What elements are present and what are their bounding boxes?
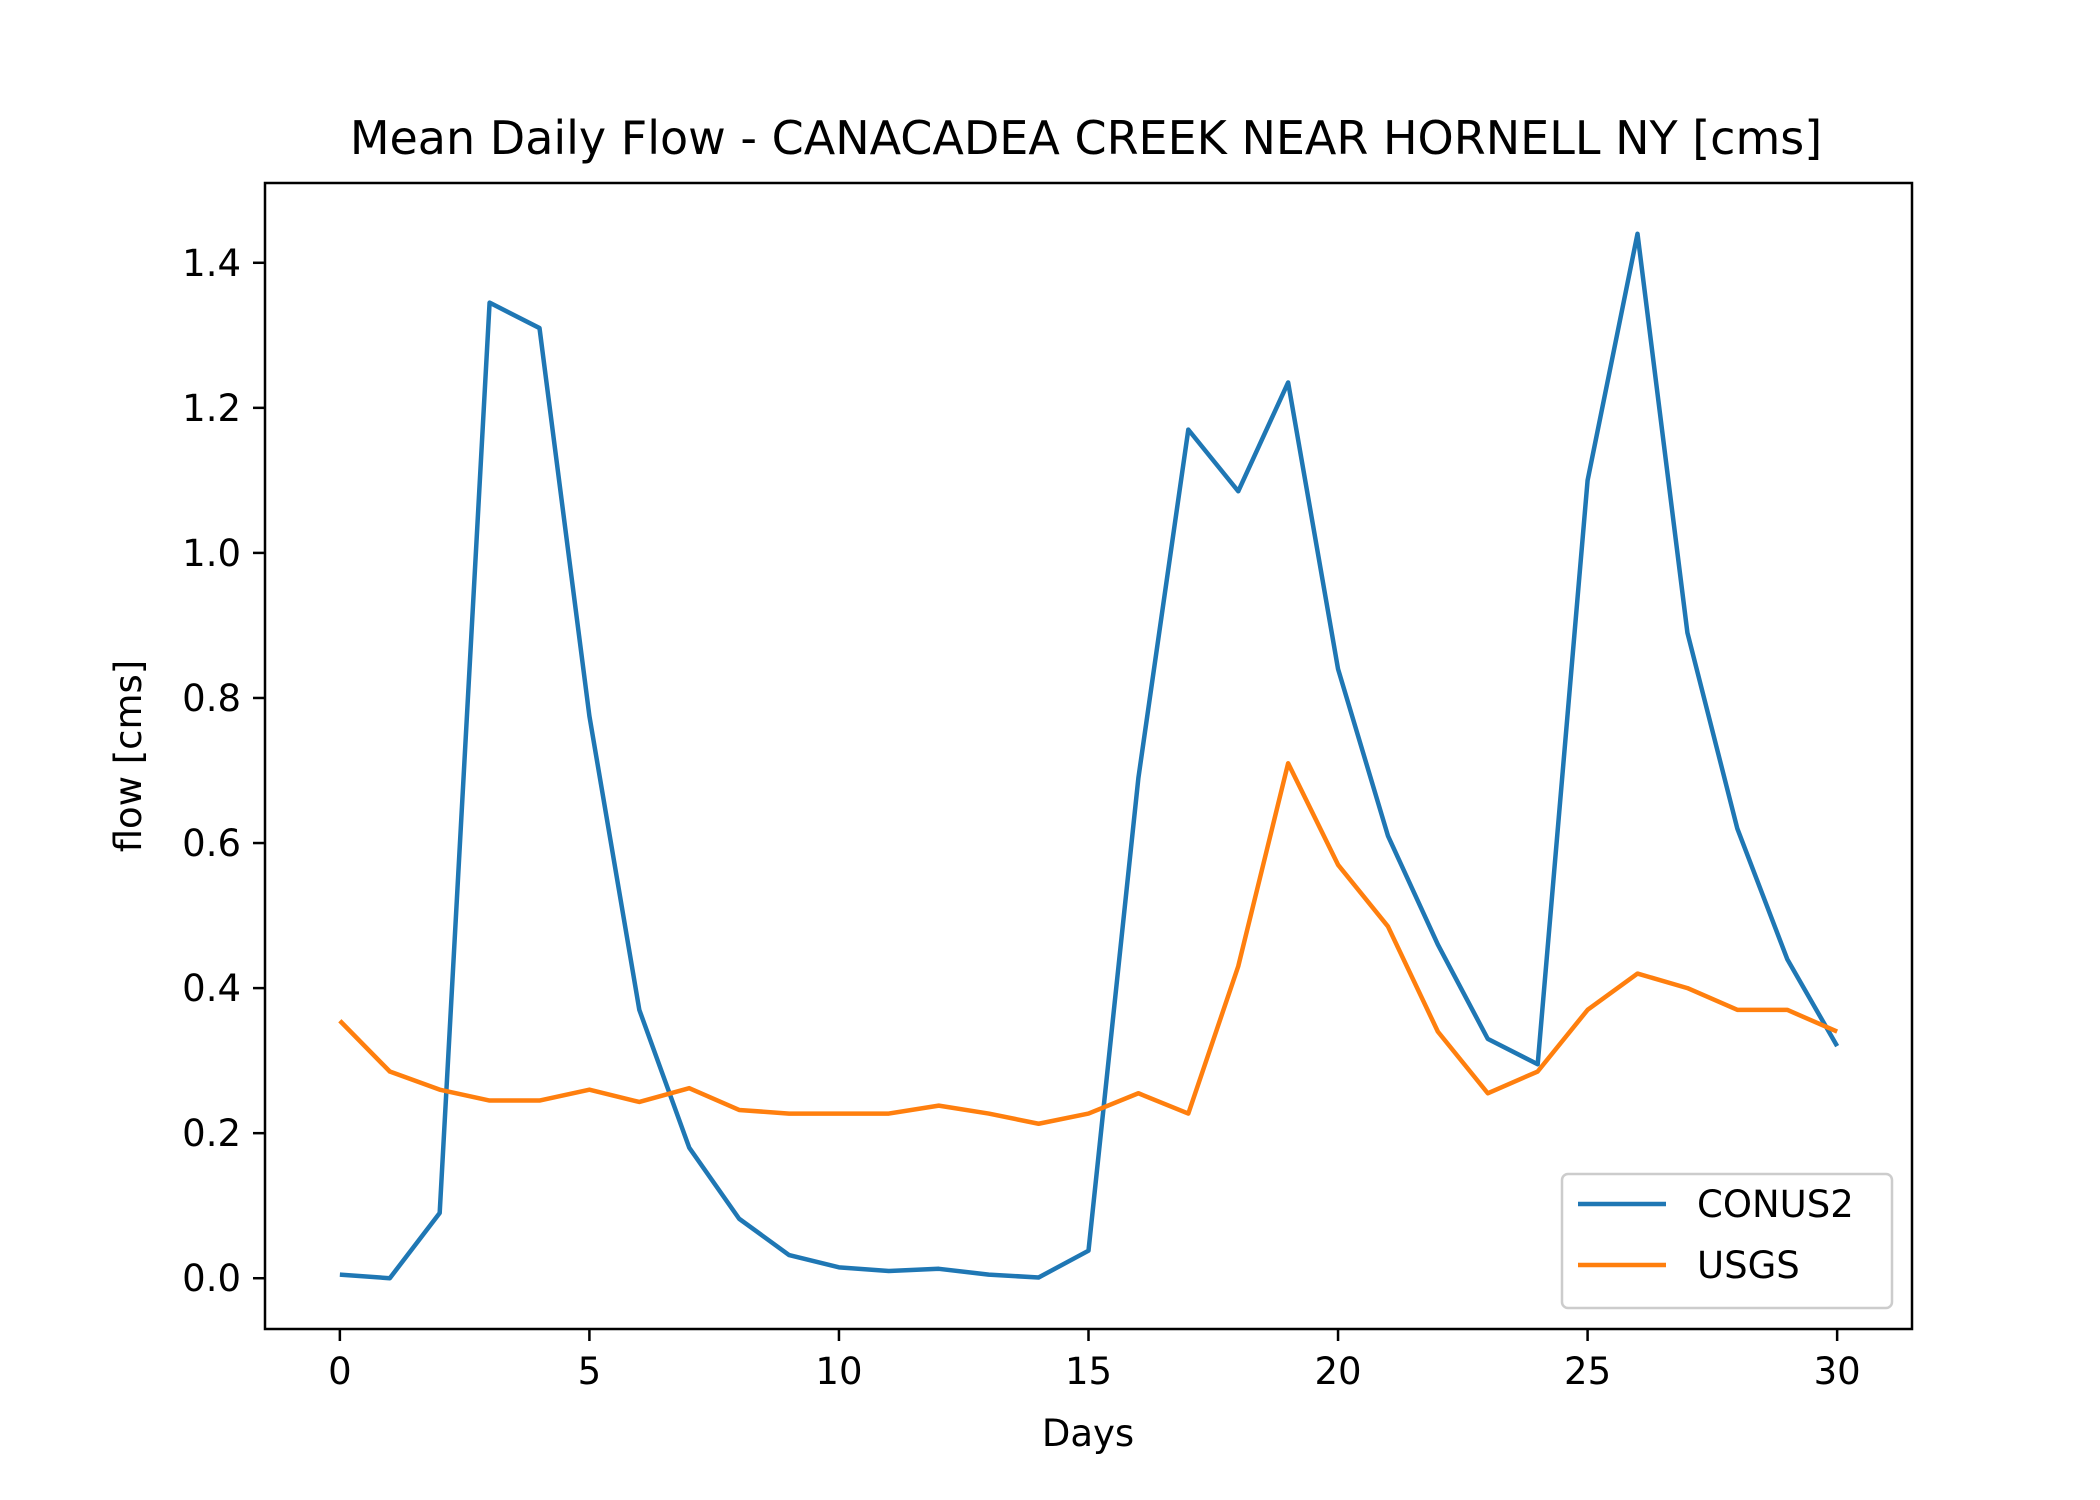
y-tick-label: 1.4: [182, 242, 241, 285]
y-tick-label: 0.2: [182, 1112, 241, 1155]
y-tick-label: 1.2: [182, 387, 241, 430]
legend: CONUS2 USGS: [1560, 1172, 1894, 1310]
series-line-usgs: [338, 761, 1839, 1126]
legend-label-conus2: CONUS2: [1697, 1183, 1854, 1226]
y-tick-label: 1.0: [182, 532, 241, 575]
x-tick-label: 15: [1065, 1350, 1112, 1393]
y-axis-label: flow [cms]: [107, 660, 150, 853]
legend-label-usgs: USGS: [1697, 1244, 1800, 1287]
legend-box: [1560, 1172, 1894, 1310]
series-line-conus2: [339, 231, 1840, 1281]
x-tick-label: 25: [1564, 1350, 1611, 1393]
y-tick-label: 0.6: [182, 822, 241, 865]
x-axis: 0 5 10 15 20 25 30: [328, 1329, 1861, 1393]
y-axis: 0.0 0.2 0.4 0.6 0.8 1.0 1.2 1.4: [182, 242, 265, 1300]
series-layer: [338, 231, 1840, 1281]
x-tick-label: 5: [578, 1350, 602, 1393]
x-tick-label: 20: [1314, 1350, 1361, 1393]
x-tick-label: 10: [815, 1350, 862, 1393]
y-tick-label: 0.8: [182, 677, 241, 720]
y-tick-label: 0.4: [182, 967, 241, 1010]
y-tick-label: 0.0: [182, 1257, 241, 1300]
chart-title: Mean Daily Flow - CANACADEA CREEK NEAR H…: [350, 111, 1822, 165]
x-tick-label: 30: [1814, 1350, 1861, 1393]
x-axis-label: Days: [1042, 1412, 1134, 1455]
x-tick-label: 0: [328, 1350, 352, 1393]
